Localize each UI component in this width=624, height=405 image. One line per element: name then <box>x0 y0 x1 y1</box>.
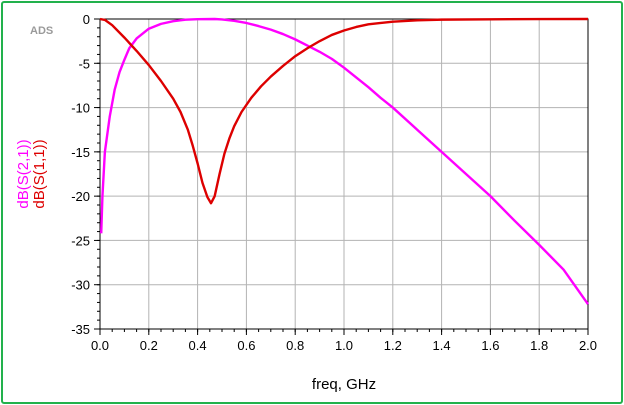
y-tick-label: -5 <box>78 56 90 71</box>
x-tick-label: 0.4 <box>189 338 207 353</box>
x-tick-label: 0.2 <box>140 338 158 353</box>
series-line-s11 <box>99 17 589 205</box>
y-axis-labels: dB(S(2,1)) dB(S(1,1)) <box>15 139 48 208</box>
x-tick-label: 1.0 <box>335 338 353 353</box>
y-tick-label: -10 <box>71 101 90 116</box>
y-tick-label: -25 <box>71 233 90 248</box>
x-tick-label: 1.6 <box>481 338 499 353</box>
series-line-s21 <box>100 17 589 305</box>
y-tick-label: -20 <box>71 189 90 204</box>
x-tick-label: 0.0 <box>91 338 109 353</box>
y-tick-label: -35 <box>71 322 90 337</box>
y-axis-label-s11: dB(S(1,1)) <box>31 139 48 208</box>
x-tick-label: 2.0 <box>579 338 597 353</box>
y-tick-label: -30 <box>71 278 90 293</box>
x-tick-label: 1.2 <box>384 338 402 353</box>
axes: 0.0 0.2 0.4 0.6 0.8 1.0 1.2 1.4 1.6 1.8 2.0 0 -5 -10 -… <box>71 12 597 353</box>
y-tick-label: -15 <box>71 145 90 160</box>
ads-watermark: ADS <box>30 25 53 37</box>
grid <box>99 18 589 330</box>
x-tick-label: 1.4 <box>433 338 451 353</box>
x-tick-label: 0.8 <box>286 338 304 353</box>
x-axis-title: freq, GHz <box>312 376 376 393</box>
series-layer <box>99 17 589 305</box>
x-tick-label: 1.8 <box>530 338 548 353</box>
y-axis-label-s21: dB(S(2,1)) <box>15 139 32 208</box>
plot-area-border <box>99 18 589 330</box>
x-tick-label: 0.6 <box>237 338 255 353</box>
y-tick-label: 0 <box>83 12 90 27</box>
